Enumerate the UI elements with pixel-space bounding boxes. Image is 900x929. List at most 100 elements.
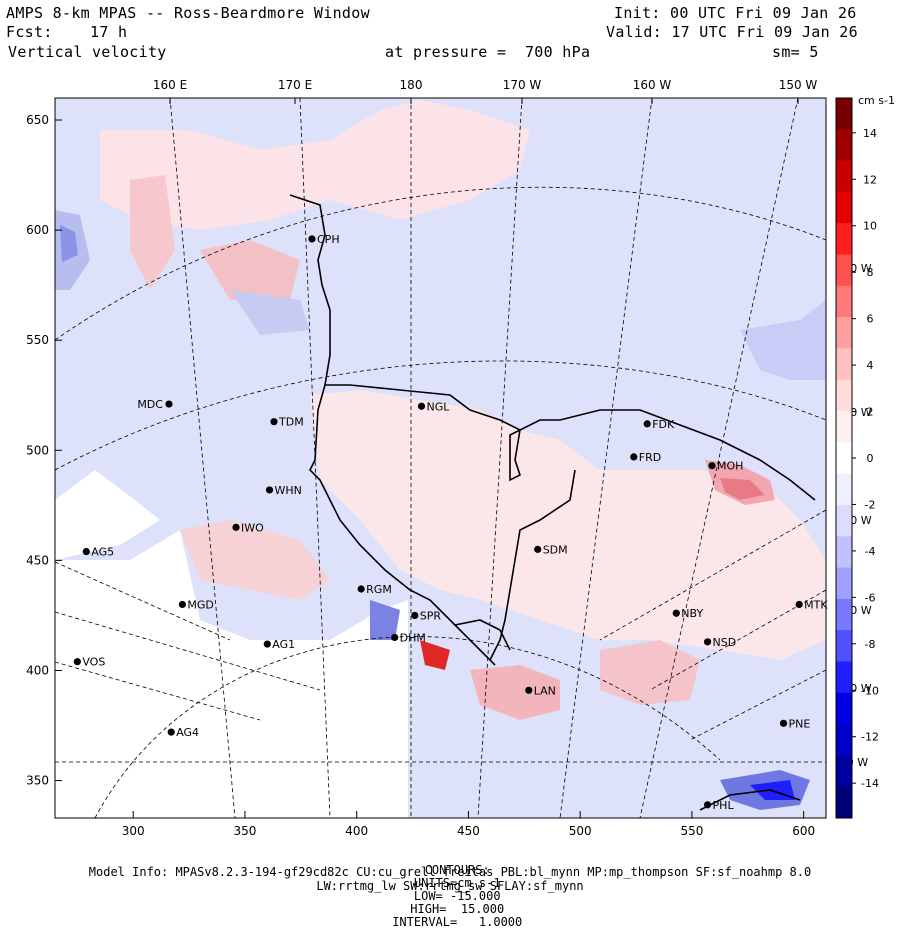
colorbar-label: -12 xyxy=(861,731,879,744)
colorbar-swatch xyxy=(836,473,852,506)
station-dot xyxy=(703,801,712,809)
colorbar-swatch xyxy=(836,567,852,600)
colorbar-label: -14 xyxy=(861,777,879,790)
station-ag5: AG5 xyxy=(82,546,114,559)
colorbar-label: -10 xyxy=(861,684,879,697)
station-label: MTK xyxy=(804,598,828,611)
contours-high: HIGH= 15.000 xyxy=(410,902,505,916)
station-cph: CPH xyxy=(308,233,340,246)
no-data-region-upper xyxy=(55,470,160,560)
station-label: TDM xyxy=(278,416,304,429)
station-label: NBY xyxy=(681,607,703,620)
x-tick-label: 300 xyxy=(122,824,145,838)
colorbar-swatch xyxy=(836,223,852,256)
x-tick-label: 450 xyxy=(457,824,480,838)
station-dot xyxy=(672,609,680,617)
station-dot xyxy=(708,462,716,470)
station-label: SPR xyxy=(420,609,442,622)
station-label: MGD xyxy=(187,598,214,611)
positive-region-west xyxy=(180,520,330,600)
station-label: CPH xyxy=(317,233,340,246)
station-label: VOS xyxy=(82,656,105,669)
forecast-hour: 17 h xyxy=(90,23,128,41)
field-name: Vertical velocity xyxy=(8,43,167,61)
station-dot xyxy=(82,547,90,556)
colorbar-swatch xyxy=(836,630,852,662)
field-shading xyxy=(55,100,826,818)
station-dot xyxy=(263,640,271,648)
colorbar-swatch xyxy=(836,348,852,381)
pressure-level: at pressure = 700 hPa xyxy=(385,43,591,61)
colorbar-swatch xyxy=(836,129,852,162)
station-dot xyxy=(643,420,651,428)
station-label: WHN xyxy=(275,484,302,497)
station-mtk: MTK xyxy=(795,598,828,611)
smoothing-value: sm= 5 xyxy=(772,43,819,61)
model-title: AMPS 8-km MPAS -- Ross-Beardmore Window xyxy=(6,4,370,22)
colorbar-label: 2 xyxy=(867,406,874,419)
positive-region-north xyxy=(100,100,530,230)
negative-region-west xyxy=(230,290,310,335)
plot-frame xyxy=(54,97,827,819)
station-dot xyxy=(703,638,712,646)
top-longitude-labels: 160 E 170 E 180 170 W 160 W 150 W xyxy=(153,78,818,104)
station-label: LAN xyxy=(534,684,556,697)
colorbar-label: 10 xyxy=(863,220,877,233)
station-dot xyxy=(417,402,426,410)
positive-cell-1 xyxy=(130,175,175,290)
colorbar-swatch xyxy=(836,598,852,631)
top-lon-label: 150 W xyxy=(779,78,818,92)
station-iwo: IWO xyxy=(232,521,264,534)
station-moh: MOH xyxy=(708,460,743,473)
colorbar-swatch xyxy=(836,661,852,694)
contours-units: UNITS=cm s-1 xyxy=(413,876,501,890)
colorbar-swatch xyxy=(836,692,852,725)
positive-cell-2 xyxy=(200,240,300,300)
colorbar-swatch xyxy=(836,317,852,349)
station-dhm: DHM xyxy=(391,631,426,644)
contours-low: LOW= -15.000 xyxy=(413,889,501,903)
y-tick-label: 650 xyxy=(26,113,49,127)
station-dot xyxy=(178,600,186,609)
colorbar: 14 12 10 8 6 4 2 0 -2 -4 -6 -8 -10 -12 -14 xyxy=(835,97,879,819)
colorbar-swatch xyxy=(836,285,852,318)
x-tick-label: 500 xyxy=(569,824,592,838)
station-dot xyxy=(232,523,240,531)
station-label: SDM xyxy=(543,543,568,556)
station-frd: FRD xyxy=(630,451,661,464)
x-tick-label: 600 xyxy=(792,824,815,838)
top-lon-label: 160 W xyxy=(633,78,672,92)
station-dot xyxy=(630,453,638,461)
map-figure: 160 E 170 E 180 170 W 160 W 150 W 650 600 550 50… xyxy=(26,78,895,838)
colorbar-label: 12 xyxy=(863,173,877,186)
y-tick-label: 400 xyxy=(26,663,49,677)
colorbar-swatch xyxy=(836,442,852,475)
station-dot xyxy=(795,600,803,609)
station-ag1: AG1 xyxy=(263,638,295,651)
y-tick-label: 600 xyxy=(26,223,49,237)
bottom-x-axis: 300 350 400 450 500 550 600 xyxy=(122,811,815,838)
positive-cell-nsd xyxy=(600,640,700,705)
station-dot xyxy=(167,728,175,736)
y-tick-label: 500 xyxy=(26,443,49,457)
colorbar-units: cm s-1 xyxy=(858,94,895,107)
y-tick-label: 350 xyxy=(26,774,49,788)
left-y-axis: 650 600 550 500 450 400 350 xyxy=(26,113,62,788)
station-mgd: MGD xyxy=(178,598,214,611)
forecast-label: Fcst: xyxy=(6,23,53,41)
positive-region-shelf xyxy=(310,390,826,660)
colorbar-label: -6 xyxy=(865,591,876,604)
station-ngl: NGL xyxy=(417,400,450,413)
top-lon-label: 160 E xyxy=(153,78,187,92)
contours-interval: INTERVAL= 1.0000 xyxy=(392,915,523,929)
station-pne: PNE xyxy=(779,717,811,730)
station-spr: SPR xyxy=(411,609,441,622)
x-tick-label: 400 xyxy=(345,824,368,838)
colorbar-swatch xyxy=(836,724,852,756)
station-nby: NBY xyxy=(672,607,703,620)
station-label: MDC xyxy=(137,398,163,411)
station-label: MOH xyxy=(717,460,743,473)
physics-info: LW:rrtmg_lw SW:rrtmg_sw SFLAY:sf_mynn xyxy=(316,879,584,893)
station-label: PNE xyxy=(789,717,811,730)
contours-label: CONTOURS: xyxy=(424,863,490,877)
